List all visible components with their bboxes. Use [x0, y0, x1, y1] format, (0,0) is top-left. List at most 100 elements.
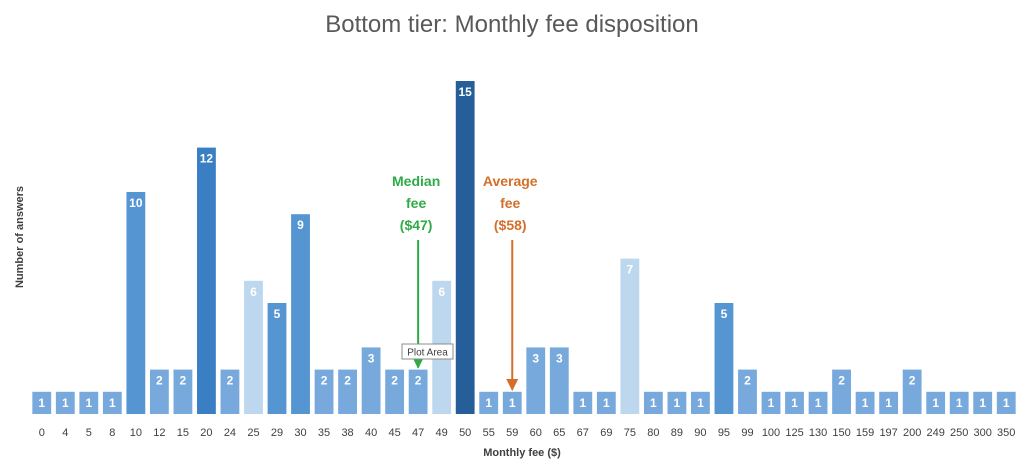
- data-label-49: 6: [438, 285, 445, 299]
- x-tick-24: 24: [224, 427, 236, 439]
- bar-80: [643, 391, 663, 414]
- data-label-95: 5: [721, 307, 728, 321]
- x-tick-55: 55: [483, 427, 495, 439]
- x-tick-25: 25: [247, 427, 259, 439]
- bar-130: [808, 391, 828, 414]
- plot-area-tooltip: Plot Area: [401, 343, 454, 360]
- median-annotation-line-3: ($47): [400, 217, 433, 233]
- x-tick-60: 60: [530, 427, 542, 439]
- tooltip-text: Plot Area: [407, 348, 448, 359]
- x-tick-59: 59: [506, 427, 518, 439]
- data-label-35: 2: [321, 374, 328, 388]
- data-label-60: 3: [532, 351, 539, 365]
- x-tick-49: 49: [436, 427, 448, 439]
- bar-25: [244, 280, 263, 414]
- bar-5: [79, 391, 99, 414]
- bar-8: [102, 391, 122, 414]
- bar-45: [385, 369, 405, 414]
- x-tick-300: 300: [974, 427, 992, 439]
- tooltip-box: [401, 343, 454, 360]
- data-label-12: 2: [156, 374, 163, 388]
- median-annotation-line-2: fee: [406, 195, 426, 211]
- data-label-89: 1: [674, 396, 681, 410]
- bar-0: [32, 391, 52, 414]
- x-tick-labels: 0 4 5 8 10 12 15 20 24 25 29 30 35 38 40 45 47 49 50 55 59 60…: [39, 427, 1016, 439]
- bar-300: [973, 391, 993, 414]
- x-tick-69: 69: [600, 427, 612, 439]
- x-tick-99: 99: [741, 427, 753, 439]
- x-tick-45: 45: [388, 427, 400, 439]
- bar-159: [855, 391, 875, 414]
- data-label-30: 9: [297, 218, 304, 232]
- x-tick-20: 20: [200, 427, 212, 439]
- bar-29: [267, 303, 287, 414]
- data-label-40: 3: [368, 351, 375, 365]
- bar-90: [691, 391, 710, 414]
- data-label-38: 2: [344, 374, 351, 388]
- x-tick-80: 80: [647, 427, 659, 439]
- data-label-50: 15: [459, 85, 473, 99]
- data-label-300: 1: [979, 396, 986, 410]
- annotations-group: Median fee ($47) Average fee ($58): [392, 173, 538, 391]
- x-tick-35: 35: [318, 427, 330, 439]
- data-label-8: 1: [109, 396, 116, 410]
- x-tick-130: 130: [809, 427, 827, 439]
- x-tick-10: 10: [130, 427, 142, 439]
- average-annotation-line-1: Average: [483, 173, 538, 189]
- average-annotation-line-2: fee: [500, 195, 520, 211]
- bar-95: [714, 303, 734, 414]
- bar-40: [361, 347, 381, 414]
- bar-30: [291, 214, 310, 414]
- x-tick-50: 50: [459, 427, 471, 439]
- median-annotation-line-1: Median: [392, 173, 440, 189]
- data-label-65: 3: [556, 351, 563, 365]
- data-label-125: 1: [791, 396, 798, 410]
- x-tick-5: 5: [86, 427, 92, 439]
- bar-24: [220, 369, 240, 414]
- data-label-20: 12: [200, 152, 214, 166]
- data-label-45: 2: [391, 374, 398, 388]
- x-tick-249: 249: [926, 427, 944, 439]
- data-label-0: 1: [38, 396, 45, 410]
- x-tick-89: 89: [671, 427, 683, 439]
- bar-200: [902, 369, 922, 414]
- bar-65: [549, 347, 569, 414]
- bar-100: [761, 391, 781, 414]
- data-label-99: 2: [744, 374, 751, 388]
- x-tick-200: 200: [903, 427, 921, 439]
- data-label-200: 2: [909, 374, 916, 388]
- bar-125: [785, 391, 804, 414]
- bar-35: [314, 369, 334, 414]
- data-label-159: 1: [862, 396, 869, 410]
- bar-89: [667, 391, 687, 414]
- x-tick-8: 8: [109, 427, 115, 439]
- bars-group: [32, 81, 1016, 414]
- chart-title: Bottom tier: Monthly fee disposition: [325, 11, 699, 38]
- data-label-24: 2: [227, 374, 234, 388]
- data-label-67: 1: [579, 396, 586, 410]
- bar-69: [596, 391, 616, 414]
- bar-50: [455, 81, 475, 414]
- bar-15: [173, 369, 193, 414]
- x-tick-12: 12: [153, 427, 165, 439]
- x-tick-95: 95: [718, 427, 730, 439]
- data-label-25: 6: [250, 285, 257, 299]
- x-tick-150: 150: [832, 427, 850, 439]
- bar-350: [996, 391, 1016, 414]
- average-annotation-line-3: ($58): [494, 217, 527, 233]
- data-label-75: 7: [627, 263, 634, 277]
- x-tick-40: 40: [365, 427, 377, 439]
- x-tick-197: 197: [879, 427, 897, 439]
- bar-20: [197, 147, 216, 414]
- bar-55: [479, 391, 499, 414]
- bar-10: [126, 192, 146, 414]
- x-tick-0: 0: [39, 427, 45, 439]
- data-label-69: 1: [603, 396, 610, 410]
- bar-12: [149, 369, 169, 414]
- data-label-100: 1: [768, 396, 775, 410]
- data-label-47: 2: [415, 374, 422, 388]
- x-tick-90: 90: [694, 427, 706, 439]
